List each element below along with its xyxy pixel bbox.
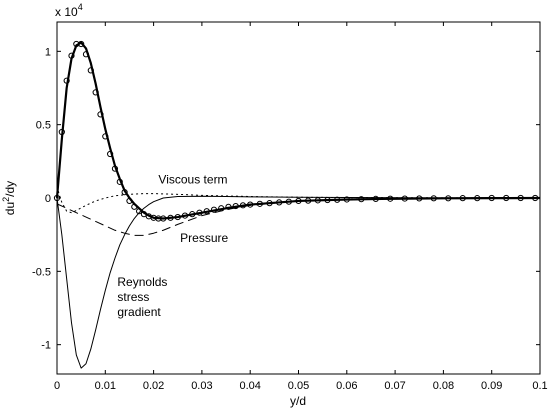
x-axis-label: y/d <box>290 394 306 408</box>
marker-point <box>334 196 341 203</box>
y-axis-label-base: du <box>3 202 17 215</box>
annotation-viscous: Viscous term <box>158 172 227 186</box>
y-axis-label-sup: 2 <box>1 197 11 202</box>
marker-point <box>126 197 133 205</box>
marker-point <box>82 51 90 58</box>
series-markers <box>53 40 539 222</box>
series-reynolds-line <box>56 195 541 369</box>
x-tick-label-2: 0.02 <box>143 380 164 392</box>
marker-point <box>488 194 495 202</box>
marker-point <box>285 198 292 205</box>
marker-point <box>53 194 61 202</box>
y-multiplier-exp: 4 <box>78 2 83 12</box>
marker-point <box>167 214 174 221</box>
annotation-viscous-line: Viscous term <box>158 172 227 186</box>
marker-point <box>256 200 263 207</box>
marker-point <box>532 194 539 202</box>
annotations: Viscous term Pressure Reynolds stress gradie… <box>117 172 228 319</box>
marker-point <box>232 202 239 210</box>
marker-point <box>136 208 143 215</box>
marker-point <box>87 67 94 74</box>
marker-point <box>140 211 148 218</box>
marker-point <box>401 195 408 202</box>
marker-point <box>225 203 232 210</box>
marker-point <box>459 195 466 202</box>
marker-point <box>58 128 65 136</box>
series-viscous-line <box>56 186 541 214</box>
x-tick-label-10: 0.1 <box>532 380 547 392</box>
marker-point <box>343 196 350 203</box>
marker-point <box>107 150 114 158</box>
y-multiplier: x 104 <box>55 2 83 19</box>
series-pressure-line <box>56 197 541 236</box>
x-tick-label-3: 0.03 <box>191 380 212 392</box>
x-tick-label-8: 0.08 <box>433 380 454 392</box>
marker-point <box>372 195 379 202</box>
marker-point <box>416 195 423 202</box>
x-tick-label-7: 0.07 <box>384 380 405 392</box>
y-tick-label-2: 0 <box>45 193 51 205</box>
x-tick-label-1: 0.01 <box>95 380 116 392</box>
marker-point <box>358 196 365 203</box>
y-tick-label-0: 1 <box>45 46 51 58</box>
series-sum-line <box>55 41 541 220</box>
marker-point <box>210 206 218 213</box>
annotation-reynolds: Reynolds stress gradient <box>117 275 167 319</box>
series-layer <box>53 40 541 369</box>
annotation-pressure-line: Pressure <box>180 231 228 245</box>
marker-point <box>131 203 138 210</box>
marker-point <box>196 209 203 216</box>
y-tick-label-3: -0.5 <box>32 266 51 278</box>
marker-point <box>474 195 481 202</box>
marker-point <box>97 111 104 118</box>
marker-point <box>102 133 109 140</box>
marker-point <box>92 89 99 96</box>
marker-point <box>68 52 75 59</box>
marker-point <box>181 212 189 219</box>
marker-point <box>116 178 123 185</box>
marker-point <box>517 194 524 202</box>
x-tick-label-9: 0.09 <box>481 380 502 392</box>
marker-point <box>295 197 302 205</box>
marker-point <box>160 215 167 222</box>
marker-point <box>387 195 394 202</box>
marker-point <box>203 208 210 215</box>
marker-point <box>247 201 254 208</box>
annotation-reynolds-line: gradient <box>117 305 161 319</box>
marker-point <box>430 195 437 202</box>
marker-point <box>78 40 85 48</box>
marker-point <box>276 199 283 206</box>
ticks: 0 0.01 0.02 0.03 0.04 0.05 0.06 0.07 0.08 0.09 0.1… <box>32 22 548 392</box>
marker-point <box>63 77 70 84</box>
marker-point <box>174 213 181 221</box>
marker-point <box>218 205 225 212</box>
annotation-reynolds-line: stress <box>117 290 149 304</box>
marker-point <box>445 195 452 202</box>
marker-point <box>314 197 321 204</box>
marker-point <box>111 165 119 172</box>
y-axis-label-tail: /dy <box>3 181 17 197</box>
y-multiplier-base: x 10 <box>55 5 78 19</box>
marker-point <box>189 211 196 218</box>
x-tick-label-0: 0 <box>54 380 60 392</box>
marker-point <box>305 197 312 204</box>
x-tick-label-4: 0.04 <box>239 380 260 392</box>
marker-point <box>121 189 128 196</box>
y-tick-label-1: 0.5 <box>36 120 51 132</box>
x-tick-label-6: 0.06 <box>336 380 357 392</box>
annotation-reynolds-line: Reynolds <box>117 275 167 289</box>
y-tick-label-4: -1 <box>41 340 51 352</box>
marker-point <box>324 196 331 204</box>
marker-point <box>266 200 273 207</box>
marker-point <box>239 202 247 209</box>
y-axis-label: du2/dy <box>1 181 17 215</box>
annotation-pressure: Pressure <box>180 231 228 245</box>
x-tick-label-5: 0.05 <box>288 380 309 392</box>
marker-point <box>503 194 510 202</box>
